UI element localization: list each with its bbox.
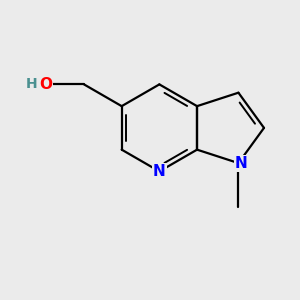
Text: H: H — [26, 77, 38, 92]
Text: O: O — [40, 77, 52, 92]
Text: N: N — [153, 164, 166, 179]
Text: N: N — [235, 156, 248, 171]
